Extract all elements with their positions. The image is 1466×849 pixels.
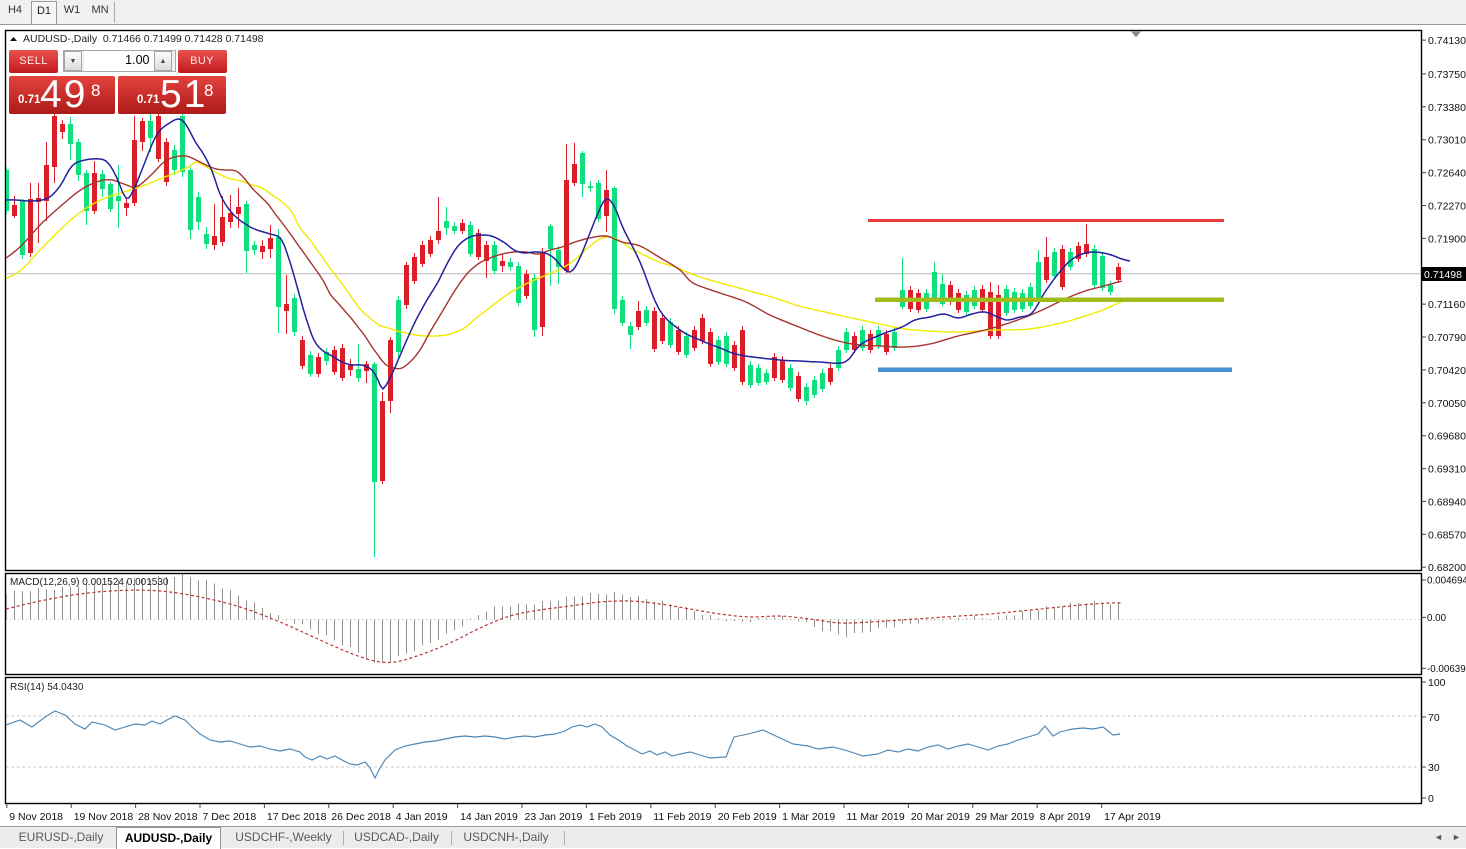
svg-text:28 Nov 2018: 28 Nov 2018 [138, 811, 198, 823]
svg-text:19 Nov 2018: 19 Nov 2018 [74, 811, 134, 823]
svg-text:17 Apr 2019: 17 Apr 2019 [1104, 811, 1161, 823]
svg-text:0.68940: 0.68940 [1428, 496, 1466, 508]
svg-text:0.70420: 0.70420 [1428, 365, 1466, 377]
svg-text:0.74130: 0.74130 [1428, 35, 1466, 47]
svg-text:0.72640: 0.72640 [1428, 168, 1466, 180]
svg-text:0.00: 0.00 [1427, 613, 1447, 624]
svg-text:0.73750: 0.73750 [1428, 69, 1466, 81]
svg-text:0.004694: 0.004694 [1427, 576, 1466, 587]
svg-text:20 Mar 2019: 20 Mar 2019 [911, 811, 970, 823]
svg-text:100: 100 [1428, 677, 1446, 689]
svg-text:0: 0 [1428, 793, 1434, 805]
svg-text:1 Feb 2019: 1 Feb 2019 [589, 811, 642, 823]
svg-text:23 Jan 2019: 23 Jan 2019 [525, 811, 583, 823]
svg-text:4 Jan 2019: 4 Jan 2019 [396, 811, 448, 823]
svg-text:70: 70 [1428, 712, 1440, 724]
svg-text:AUDUSD-,Daily 0.71466 0.71499: AUDUSD-,Daily 0.71466 0.71499 0.71428 0.… [23, 33, 264, 45]
svg-text:11 Mar 2019: 11 Mar 2019 [847, 811, 905, 823]
svg-text:0.69680: 0.69680 [1428, 431, 1466, 443]
svg-text:-0.00639: -0.00639 [1427, 664, 1466, 675]
svg-text:7 Dec 2018: 7 Dec 2018 [203, 811, 257, 823]
svg-text:RSI(14) 54.0430: RSI(14) 54.0430 [10, 682, 84, 693]
svg-text:0.73010: 0.73010 [1428, 135, 1466, 147]
svg-text:9 Nov 2018: 9 Nov 2018 [9, 811, 63, 823]
svg-text:0.71498: 0.71498 [1424, 269, 1462, 281]
svg-text:0.69310: 0.69310 [1428, 464, 1466, 476]
svg-text:26 Dec 2018: 26 Dec 2018 [331, 811, 391, 823]
svg-text:MACD(12,26,9) 0.001524 0.00153: MACD(12,26,9) 0.001524 0.001530 [10, 577, 169, 588]
svg-text:0.70050: 0.70050 [1428, 398, 1466, 410]
svg-text:11 Feb 2019: 11 Feb 2019 [653, 811, 711, 823]
svg-text:29 Mar 2019: 29 Mar 2019 [975, 811, 1034, 823]
svg-text:0.68200: 0.68200 [1428, 562, 1466, 574]
svg-text:17 Dec 2018: 17 Dec 2018 [267, 811, 327, 823]
svg-text:0.72270: 0.72270 [1428, 201, 1466, 213]
svg-text:30: 30 [1428, 762, 1440, 774]
svg-text:0.73380: 0.73380 [1428, 102, 1466, 114]
svg-text:8 Apr 2019: 8 Apr 2019 [1040, 811, 1091, 823]
svg-text:1 Mar 2019: 1 Mar 2019 [782, 811, 835, 823]
svg-text:0.71160: 0.71160 [1428, 299, 1465, 311]
svg-text:0.71900: 0.71900 [1428, 233, 1466, 245]
svg-text:14 Jan 2019: 14 Jan 2019 [460, 811, 518, 823]
svg-text:20 Feb 2019: 20 Feb 2019 [718, 811, 777, 823]
svg-text:0.68570: 0.68570 [1428, 529, 1466, 541]
svg-text:0.70790: 0.70790 [1428, 332, 1466, 344]
